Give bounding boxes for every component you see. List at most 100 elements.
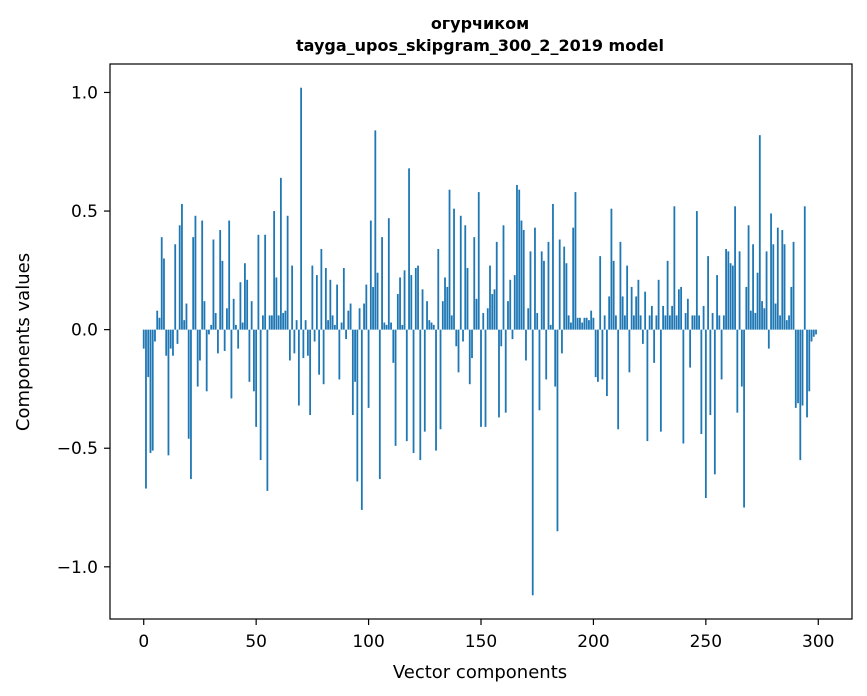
bar-188 [565,263,568,330]
bar-194 [579,317,581,330]
bar-12 [169,329,172,349]
bar-221 [639,315,642,330]
bar-84 [331,315,334,330]
bar-210 [615,315,617,330]
bar-66 [291,265,294,330]
bar-245 [693,315,696,330]
bar-58 [273,211,276,330]
bar-77 [315,275,318,330]
bar-235 [671,305,674,330]
bar-55 [266,329,269,491]
x-tick-label: 100 [352,632,384,652]
bar-272 [754,313,757,330]
bar-75 [311,265,314,330]
bar-38 [228,220,231,330]
bar-25 [199,329,201,361]
bar-40 [232,298,235,330]
bar-48 [250,301,253,330]
bar-50 [255,329,258,427]
bar-39 [230,329,233,399]
bar-124 [421,289,424,330]
bar-36 [223,329,226,351]
bar-262 [731,265,734,330]
bar-182 [552,203,554,330]
bar-28 [205,329,208,392]
bar-163 [509,279,512,330]
bar-118 [408,168,410,330]
bar-26 [201,220,204,330]
bar-255 [716,275,718,330]
bar-18 [183,320,186,330]
bar-53 [262,315,264,330]
bar-89 [342,267,345,330]
bar-213 [621,296,624,330]
bar-9 [163,258,165,330]
bar-21 [190,329,192,480]
bar-168 [520,220,523,330]
bar-27 [203,301,206,330]
bar-37 [226,308,228,330]
bar-108 [385,324,388,330]
bar-162 [507,301,509,330]
bar-244 [691,315,694,330]
bar-95 [356,329,359,482]
bar-72 [304,320,307,330]
bar-86 [336,284,338,330]
bar-172 [529,251,532,330]
bar-240 [682,329,685,444]
bar-232 [664,315,667,330]
bar-56 [268,315,271,330]
bar-128 [430,322,433,330]
x-tick-label: 150 [465,632,497,652]
x-tick-label: 200 [577,632,609,652]
bar-154 [489,265,491,330]
bar-60 [277,315,280,330]
bar-20 [187,329,190,439]
bar-157 [495,241,498,330]
bar-226 [650,305,653,330]
bar-186 [561,329,563,354]
bar-242 [686,298,689,330]
bar-268 [745,286,748,330]
bar-151 [482,313,485,330]
bar-296 [808,329,811,392]
bar-293 [801,329,804,406]
bar-224 [646,329,649,442]
bar-33 [217,329,219,354]
bar-42 [237,329,240,349]
bar-239 [680,286,683,330]
bar-199 [590,310,593,330]
x-axis-label: Vector components [393,662,567,683]
bar-185 [558,239,561,330]
bar-256 [718,315,721,330]
bar-59 [275,277,278,330]
bar-153 [486,308,489,330]
bar-0 [142,329,145,349]
bar-284 [781,230,784,330]
bar-23 [194,215,197,330]
bar-190 [570,322,572,330]
bar-233 [666,260,669,330]
bar-71 [302,329,305,359]
bar-61 [279,177,282,330]
bar-122 [417,265,419,330]
bar-80 [322,329,325,385]
bar-1 [145,329,147,489]
bar-88 [340,322,343,330]
bar-47 [248,329,251,382]
bar-62 [282,313,285,330]
bar-147 [473,237,476,330]
bar-145 [468,329,471,385]
bar-212 [619,241,622,330]
bar-179 [545,329,548,380]
bar-156 [493,289,496,330]
bar-208 [610,208,613,330]
bar-7 [158,317,161,330]
bar-283 [779,315,781,330]
bar-219 [635,296,638,330]
bar-257 [720,329,723,380]
bar-269 [747,225,750,330]
bar-251 [707,256,709,330]
bar-197 [585,317,588,330]
